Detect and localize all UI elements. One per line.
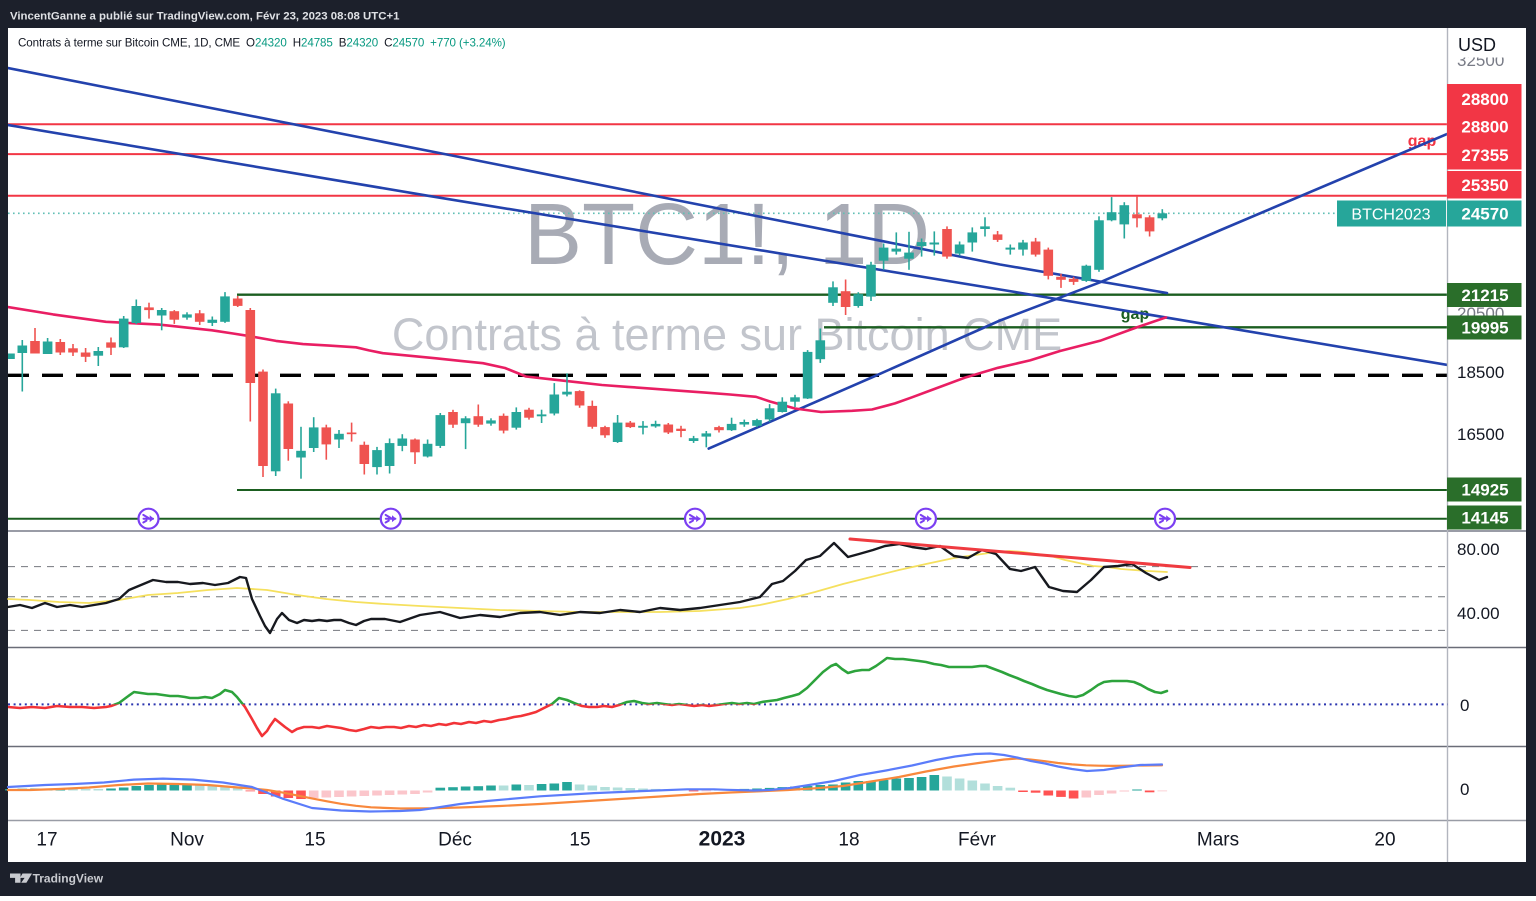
svg-text:19995: 19995 bbox=[1461, 319, 1508, 338]
svg-text:Févr: Févr bbox=[958, 830, 997, 851]
svg-text:14145: 14145 bbox=[1461, 509, 1508, 528]
svg-text:0: 0 bbox=[1460, 696, 1469, 715]
svg-text:15: 15 bbox=[304, 830, 325, 851]
svg-text:40.00: 40.00 bbox=[1457, 604, 1500, 623]
svg-text:14925: 14925 bbox=[1461, 481, 1508, 500]
svg-text:2023: 2023 bbox=[699, 828, 746, 851]
svg-text:Déc: Déc bbox=[438, 830, 472, 851]
svg-text:27355: 27355 bbox=[1461, 146, 1508, 165]
svg-text:Nov: Nov bbox=[170, 830, 204, 851]
svg-text:0: 0 bbox=[1460, 780, 1469, 799]
svg-text:15: 15 bbox=[569, 830, 590, 851]
svg-text:USD: USD bbox=[1458, 35, 1496, 55]
svg-text:Mars: Mars bbox=[1197, 830, 1239, 851]
svg-text:28800: 28800 bbox=[1461, 118, 1508, 137]
svg-text:24570: 24570 bbox=[1461, 205, 1508, 224]
svg-text:VincentGanne a publié sur Trad: VincentGanne a publié sur TradingView.co… bbox=[10, 11, 400, 23]
svg-text:20: 20 bbox=[1374, 830, 1395, 851]
svg-text:TradingView: TradingView bbox=[33, 872, 104, 886]
svg-text:Contrats à terme sur Bitcoin C: Contrats à terme sur Bitcoin CME, 1D, CM… bbox=[18, 37, 506, 50]
svg-text:28800: 28800 bbox=[1461, 90, 1508, 109]
svg-text:16500: 16500 bbox=[1457, 425, 1504, 444]
svg-text:18: 18 bbox=[838, 830, 859, 851]
svg-text:Contrats à terme sur Bitcoin C: Contrats à terme sur Bitcoin CME bbox=[392, 309, 1062, 360]
svg-text:25350: 25350 bbox=[1461, 176, 1508, 195]
svg-text:18500: 18500 bbox=[1457, 363, 1504, 382]
svg-text:80.00: 80.00 bbox=[1457, 540, 1500, 559]
svg-text:gap: gap bbox=[1408, 133, 1437, 150]
svg-text:17: 17 bbox=[36, 830, 57, 851]
svg-text:BTCH2023: BTCH2023 bbox=[1351, 207, 1430, 224]
svg-text:21215: 21215 bbox=[1461, 286, 1508, 305]
